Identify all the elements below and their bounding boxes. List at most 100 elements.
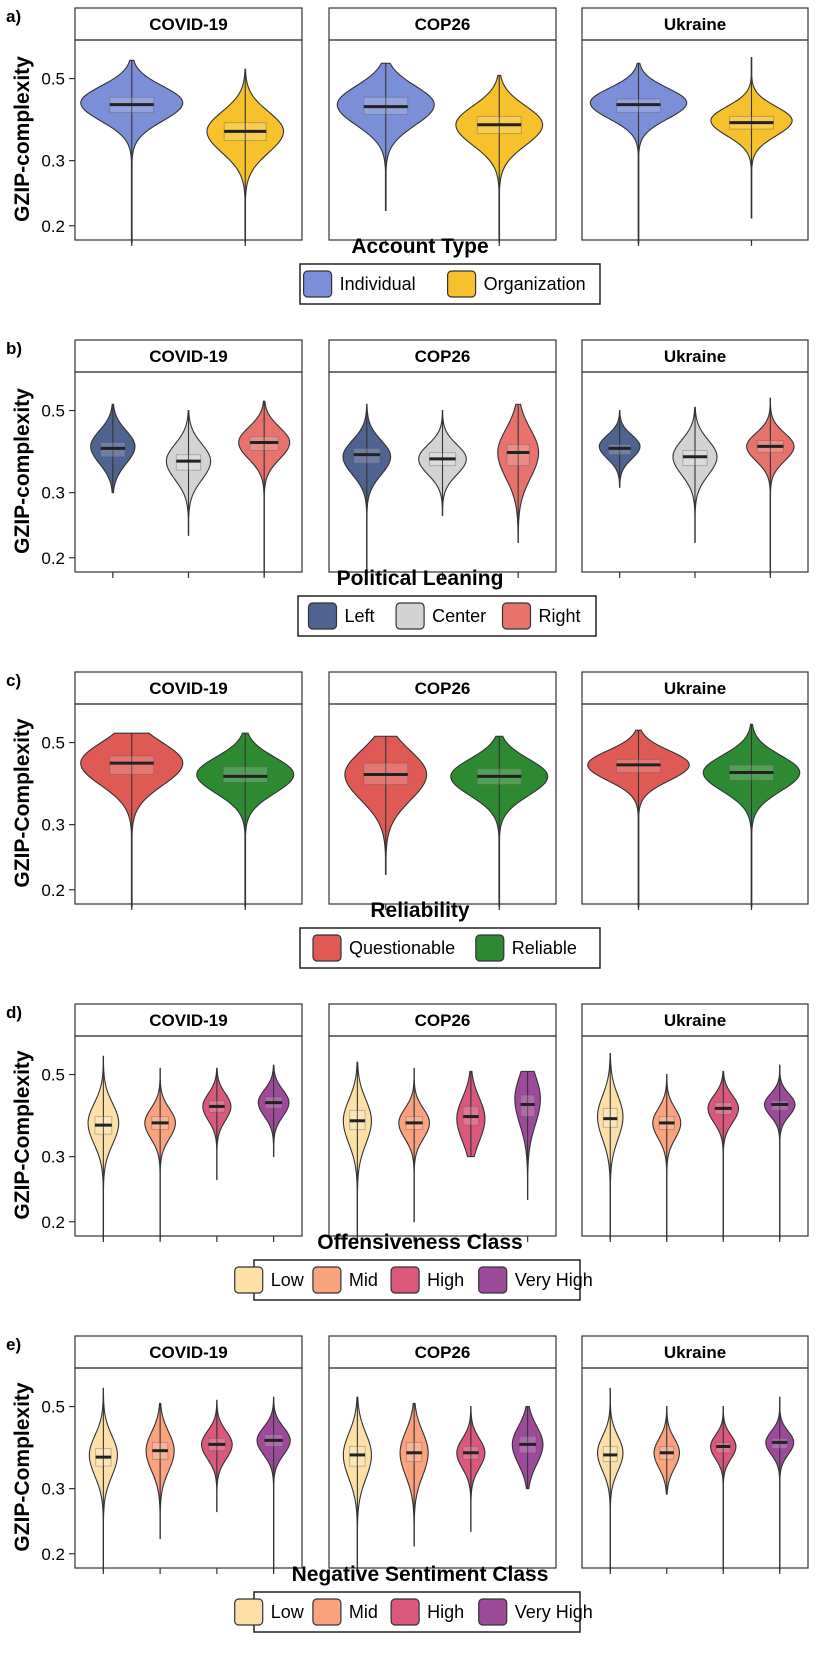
legend-swatch bbox=[390, 1598, 420, 1626]
legend-box bbox=[299, 263, 601, 305]
y-tick-label: 0.2 bbox=[41, 549, 65, 568]
facet-strip bbox=[74, 1003, 303, 1037]
legend-label: Low bbox=[271, 1602, 305, 1622]
legend-swatch bbox=[501, 602, 532, 630]
plot-frame bbox=[581, 1035, 809, 1237]
legend-label: Individual bbox=[340, 274, 416, 294]
panel-label: c) bbox=[6, 671, 21, 690]
y-tick-label: 0.2 bbox=[41, 1213, 65, 1232]
facet-title: COVID-19 bbox=[149, 15, 227, 34]
legend-label: Center bbox=[432, 606, 486, 626]
y-tick-label: 0.2 bbox=[41, 1545, 65, 1564]
y-tick-label: 0.2 bbox=[41, 881, 65, 900]
legend-swatch bbox=[478, 1266, 508, 1294]
legend-swatch bbox=[312, 1598, 342, 1626]
legend-box bbox=[253, 1259, 581, 1301]
facet-title: COP26 bbox=[415, 679, 471, 698]
legend-swatch bbox=[234, 1266, 264, 1294]
legend-swatch bbox=[303, 270, 333, 298]
plot-frame bbox=[581, 703, 809, 905]
legend-label: Very High bbox=[515, 1270, 593, 1290]
plot-frame bbox=[74, 39, 303, 241]
legend-label: Mid bbox=[349, 1602, 378, 1622]
panel-label: a) bbox=[6, 7, 21, 26]
plot-frame bbox=[74, 703, 303, 905]
legend-swatch bbox=[234, 1598, 264, 1626]
y-tick-label: 0.3 bbox=[41, 1148, 65, 1167]
iqr-box bbox=[109, 755, 155, 775]
facet-title: COVID-19 bbox=[149, 1343, 227, 1362]
legend-label: Mid bbox=[349, 1270, 378, 1290]
plot-frame bbox=[74, 1367, 303, 1569]
legend-swatch bbox=[447, 270, 477, 298]
legend-label: Right bbox=[539, 606, 581, 626]
plot-frame bbox=[581, 39, 809, 241]
x-axis-title: Negative Sentiment Class bbox=[292, 1563, 549, 1586]
panel-a: a) GZIP-complexity 0.2 0.3 0.5 COVID-19 COP26 U… bbox=[6, 7, 809, 305]
legend-label: High bbox=[427, 1602, 464, 1622]
panel-e: e) GZIP-Complexity 0.2 0.3 0.5 COVID-19 COP26 U… bbox=[6, 1335, 809, 1633]
x-axis-title: Political Leaning bbox=[337, 567, 504, 590]
panel-b: b) GZIP-complexity 0.2 0.3 0.5 COVID-19 COP26 U… bbox=[6, 339, 809, 637]
y-tick-label: 0.5 bbox=[41, 70, 65, 89]
iqr-box bbox=[506, 443, 530, 467]
y-tick-label: 0.5 bbox=[41, 1398, 65, 1417]
legend-swatch bbox=[312, 1266, 342, 1294]
facet-strip bbox=[581, 671, 809, 705]
plot-frame bbox=[328, 1367, 557, 1569]
legend-box bbox=[297, 595, 597, 637]
plot-frame bbox=[328, 1035, 557, 1237]
facet-title: COVID-19 bbox=[149, 679, 227, 698]
facet-strip bbox=[581, 1335, 809, 1369]
facet-title: COVID-19 bbox=[149, 347, 227, 366]
legend-swatch bbox=[395, 602, 425, 630]
legend: Left Center Right bbox=[297, 595, 597, 637]
y-tick-label: 0.5 bbox=[41, 1066, 65, 1085]
panel-c: c) GZIP-Complexity 0.2 0.3 0.5 COVID-19 COP26 U… bbox=[6, 671, 809, 969]
facet-title: Ukraine bbox=[664, 15, 726, 34]
y-tick-label: 0.2 bbox=[41, 217, 65, 236]
facet-strip bbox=[328, 1003, 557, 1037]
facet-title: COP26 bbox=[415, 1011, 471, 1030]
plot-frame bbox=[328, 703, 557, 905]
facet-strip bbox=[74, 1335, 303, 1369]
y-axis-title: GZIP-Complexity bbox=[11, 1050, 34, 1220]
legend-label: Questionable bbox=[349, 938, 455, 958]
plot-frame bbox=[328, 39, 557, 241]
facet-title: COP26 bbox=[415, 347, 471, 366]
panel-label: b) bbox=[6, 339, 22, 358]
y-axis-title: GZIP-complexity bbox=[11, 388, 34, 554]
y-tick-label: 0.3 bbox=[41, 816, 65, 835]
facet-title: COVID-19 bbox=[149, 1011, 227, 1030]
legend-label: Low bbox=[271, 1270, 305, 1290]
facet-title: COP26 bbox=[415, 15, 471, 34]
legend-swatch bbox=[478, 1598, 508, 1626]
facet-strip bbox=[328, 1335, 557, 1369]
y-axis-title: GZIP-Complexity bbox=[11, 718, 34, 888]
legend: Individual Organization bbox=[299, 263, 601, 305]
plot-frame bbox=[74, 1035, 303, 1237]
facet-title: Ukraine bbox=[664, 679, 726, 698]
y-axis-title: GZIP-Complexity bbox=[11, 1382, 34, 1552]
facet-strip bbox=[328, 671, 557, 705]
panel-label: d) bbox=[6, 1003, 22, 1022]
y-tick-label: 0.5 bbox=[41, 734, 65, 753]
y-axis-title: GZIP-complexity bbox=[11, 56, 34, 222]
facet-strip bbox=[581, 1003, 809, 1037]
y-tick-label: 0.3 bbox=[41, 152, 65, 171]
legend-swatch bbox=[475, 934, 505, 962]
facet-title: Ukraine bbox=[664, 1343, 726, 1362]
legend-label: Left bbox=[345, 606, 375, 626]
legend-label: Organization bbox=[484, 274, 586, 294]
legend-swatch bbox=[307, 602, 338, 630]
facet-strip bbox=[74, 339, 303, 373]
iqr-box bbox=[222, 766, 268, 783]
legend: Low Mid High Very High bbox=[234, 1591, 593, 1633]
facet-strip bbox=[74, 671, 303, 705]
facet-title: Ukraine bbox=[664, 1011, 726, 1030]
panel-label: e) bbox=[6, 1335, 21, 1354]
y-tick-label: 0.5 bbox=[41, 402, 65, 421]
legend-label: Reliable bbox=[512, 938, 577, 958]
legend-swatch bbox=[312, 934, 342, 962]
